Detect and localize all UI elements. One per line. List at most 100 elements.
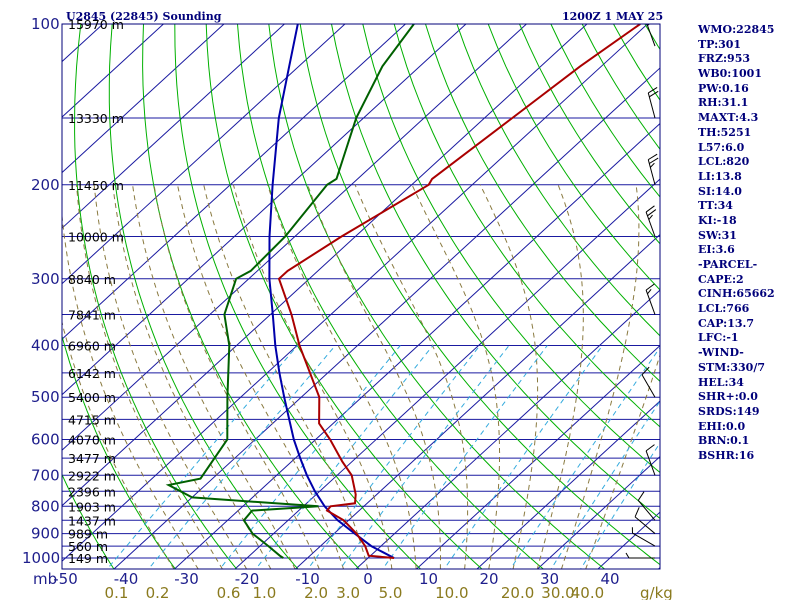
- mixing-ratio-unit: g/kg: [640, 584, 673, 600]
- moist-adiabat: [479, 184, 539, 569]
- isotherm-line: [294, 233, 660, 569]
- dry-adiabat: [268, 24, 606, 569]
- dry-adiabat: [108, 24, 299, 569]
- index-item: L57:6.0: [698, 140, 745, 154]
- height-label: 560 m: [68, 539, 108, 554]
- index-item: CAP:13.7: [698, 316, 755, 330]
- wind-barb-staff: [641, 374, 656, 398]
- dry-adiabat: [362, 24, 660, 474]
- mixing-ratio-tick-label: 5.0: [379, 584, 403, 600]
- wind-barb-flag: [625, 552, 630, 559]
- moist-adiabat: [93, 184, 248, 569]
- moist-adiabat: [585, 353, 660, 569]
- mixing-ratio-line: [381, 345, 548, 569]
- wind-barb: [634, 507, 656, 534]
- index-item: LCL:820: [698, 155, 750, 169]
- isotherm-line: [62, 24, 588, 507]
- index-item: -WIND-: [698, 346, 744, 360]
- mixing-ratio-tick-label: 10.0: [435, 584, 468, 600]
- mixing-ratio-line: [255, 345, 434, 569]
- wind-barb: [645, 283, 656, 315]
- wind-barb-staff: [634, 516, 656, 534]
- wind-barb-flag: [648, 214, 653, 220]
- wind-barb: [647, 87, 659, 119]
- moist-adiabat: [411, 184, 501, 569]
- index-item: LFC:-1: [698, 331, 739, 345]
- height-label: 7841 m: [68, 308, 116, 323]
- temperature-tick-label: -10: [295, 570, 320, 588]
- index-item: -PARCEL-: [698, 258, 758, 271]
- wind-barb: [645, 444, 656, 476]
- height-label: 6142 m: [68, 366, 116, 381]
- height-label: 10000 m: [68, 229, 124, 244]
- temperature-tick-label: 30: [540, 570, 559, 588]
- index-item: BSHR:16: [698, 448, 755, 462]
- index-item: CINH:65662: [698, 287, 775, 301]
- dry-adiabat: [0, 0, 59, 580]
- parcel-trace: [268, 24, 395, 559]
- indices-panel: WMO:22845 TP:301 FRZ:953 WB0:1001 PW:0.16 RH:…: [698, 23, 775, 464]
- isotherm-line: [62, 24, 649, 562]
- index-item: WB0:1001: [698, 67, 762, 81]
- wind-barb-flag: [645, 444, 655, 452]
- height-label: 1903 m: [68, 499, 116, 514]
- height-label: 8840 m: [68, 272, 116, 287]
- pressure-label: 700: [31, 466, 60, 484]
- height-label: 6960 m: [68, 339, 116, 354]
- height-label: 2396 m: [68, 484, 116, 499]
- height-label: 15970 m: [68, 17, 124, 32]
- moist-adiabat: [62, 211, 199, 569]
- dry-adiabat: [299, 24, 660, 566]
- dewpoint-trace: [165, 24, 415, 559]
- isotherm-line: [62, 24, 407, 340]
- wind-barb-staff: [647, 92, 656, 119]
- mixing-ratio-tick-label: 30.0: [541, 584, 574, 600]
- index-item: PW:0.16: [698, 81, 749, 95]
- temperature-tick-label: 40: [600, 570, 619, 588]
- mixing-ratio-tick-label: 40.0: [571, 584, 604, 600]
- wind-barb: [637, 491, 656, 521]
- plot-frame: [61, 23, 661, 570]
- isotherm-line: [415, 344, 660, 569]
- temperature-tick-label: 0: [363, 570, 373, 588]
- wind-barbs: [625, 24, 659, 559]
- index-item: KI:-18: [698, 213, 737, 227]
- temperature-tick-label: -40: [114, 570, 139, 588]
- station-title: U2845 (22845) Sounding: [66, 10, 222, 23]
- height-label: 5400 m: [68, 390, 116, 405]
- mixing-ratio-tick-label: 20.0: [501, 584, 534, 600]
- mixing-ratio-line: [443, 345, 603, 569]
- index-item: MAXT:4.3: [698, 111, 759, 125]
- temperature-tick-label: -20: [235, 570, 260, 588]
- mixing-ratio-tick-label: 0.1: [105, 584, 129, 600]
- isotherm-line: [0, 0, 69, 580]
- height-labels: 15970 m 13330 m 11450 m 10000 m 8840 m 7841 m…: [68, 17, 124, 566]
- wind-barb-staff: [645, 450, 656, 476]
- index-item: SHR+:0.0: [698, 390, 758, 404]
- pressure-label: 600: [31, 431, 60, 449]
- mixing-ratio-tick-label: 0.6: [217, 584, 241, 600]
- wind-barb-flag: [648, 153, 658, 161]
- index-item: WMO:22845: [698, 23, 775, 36]
- isotherm-line: [113, 67, 660, 569]
- dry-adiabat: [74, 24, 238, 569]
- index-item: SI:14.0: [698, 184, 742, 198]
- index-item: EI:3.6: [698, 243, 735, 257]
- pressure-axis: 100 200 300 400 500 600 700 800 900 1000: [22, 15, 60, 567]
- mixing-ratio-line: [307, 345, 481, 569]
- wind-barb-flag: [649, 162, 655, 168]
- mixing-ratio-tick-label: 2.0: [304, 584, 328, 600]
- wind-barb: [631, 527, 656, 547]
- dry-adiabat: [330, 24, 660, 520]
- temperature-axis: -50 -40 -30 -20 -10 0 10 20 30 40: [53, 570, 619, 588]
- dry-adiabat: [62, 473, 115, 569]
- index-item: SW:31: [698, 228, 737, 242]
- wind-barb-staff: [647, 159, 656, 185]
- wind-barb: [647, 153, 659, 185]
- temperature-tick-label: -50: [53, 570, 78, 588]
- index-item: TH:5251: [698, 125, 752, 139]
- pressure-label: 300: [31, 270, 60, 288]
- wind-barb: [625, 552, 655, 559]
- index-item: LCL:766: [698, 302, 750, 316]
- wind-barb-flag: [647, 209, 657, 217]
